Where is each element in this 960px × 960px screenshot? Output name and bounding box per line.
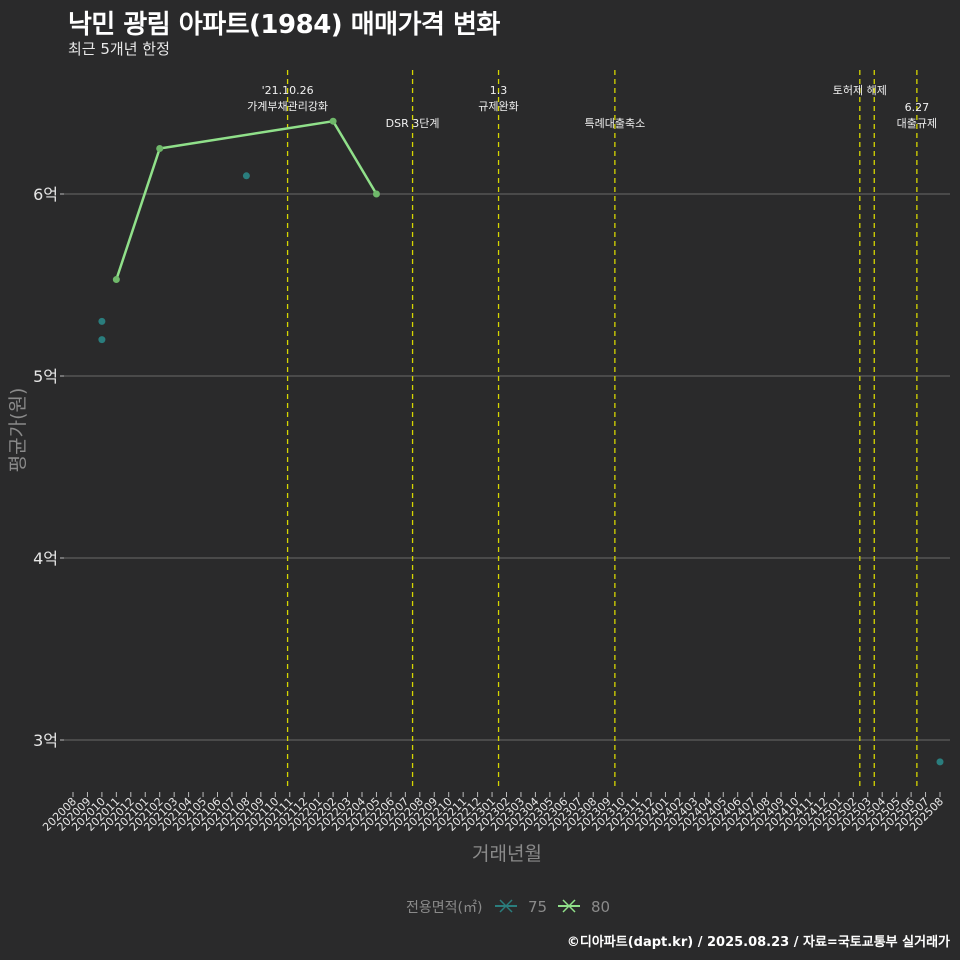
chart-title: 낙민 광림 아파트(1984) 매매가격 변화 — [68, 10, 500, 40]
y-tick-label: 3억 — [33, 731, 58, 750]
y-axis-title: 평균가(원) — [7, 388, 29, 473]
legend-label-80: 80 — [591, 898, 610, 916]
data-point-80 — [329, 117, 337, 125]
data-point-75 — [98, 336, 106, 344]
data-point-80 — [156, 145, 164, 152]
event-label: DSR 3단계 — [386, 117, 440, 130]
data-point-80 — [372, 190, 380, 198]
data-point-75 — [98, 317, 106, 325]
legend-label-75: 75 — [528, 898, 547, 916]
legend-swatch-cross — [562, 899, 576, 913]
legend-title: 전용면적(㎡) — [406, 900, 482, 916]
data-point-80 — [112, 276, 120, 284]
chart-subtitle: 최근 5개년 한정 — [68, 40, 170, 58]
legend-swatch-cross — [499, 899, 513, 913]
event-label: '21.10.26 — [262, 84, 314, 97]
data-point-75 — [936, 758, 944, 766]
y-tick-label: 5억 — [33, 367, 58, 386]
y-tick-label: 6억 — [33, 185, 58, 204]
series-line-80 — [115, 119, 378, 280]
data-point-75 — [242, 172, 250, 180]
event-label: 규제완화 — [478, 100, 518, 113]
source-caption: ©디아파트(dapt.kr) / 2025.08.23 / 자료=국토교통부 실… — [566, 935, 950, 950]
event-label: 특례대출축소 — [585, 117, 646, 130]
event-label: 대출규제 — [897, 117, 937, 130]
event-label: 1.3 — [490, 84, 508, 97]
event-label: 토허제 해제 — [833, 83, 887, 97]
x-axis-title: 거래년월 — [472, 843, 542, 865]
y-tick-label: 4억 — [33, 549, 58, 568]
event-label: 가계부채관리강화 — [247, 100, 328, 113]
event-label: 6.27 — [905, 101, 930, 114]
